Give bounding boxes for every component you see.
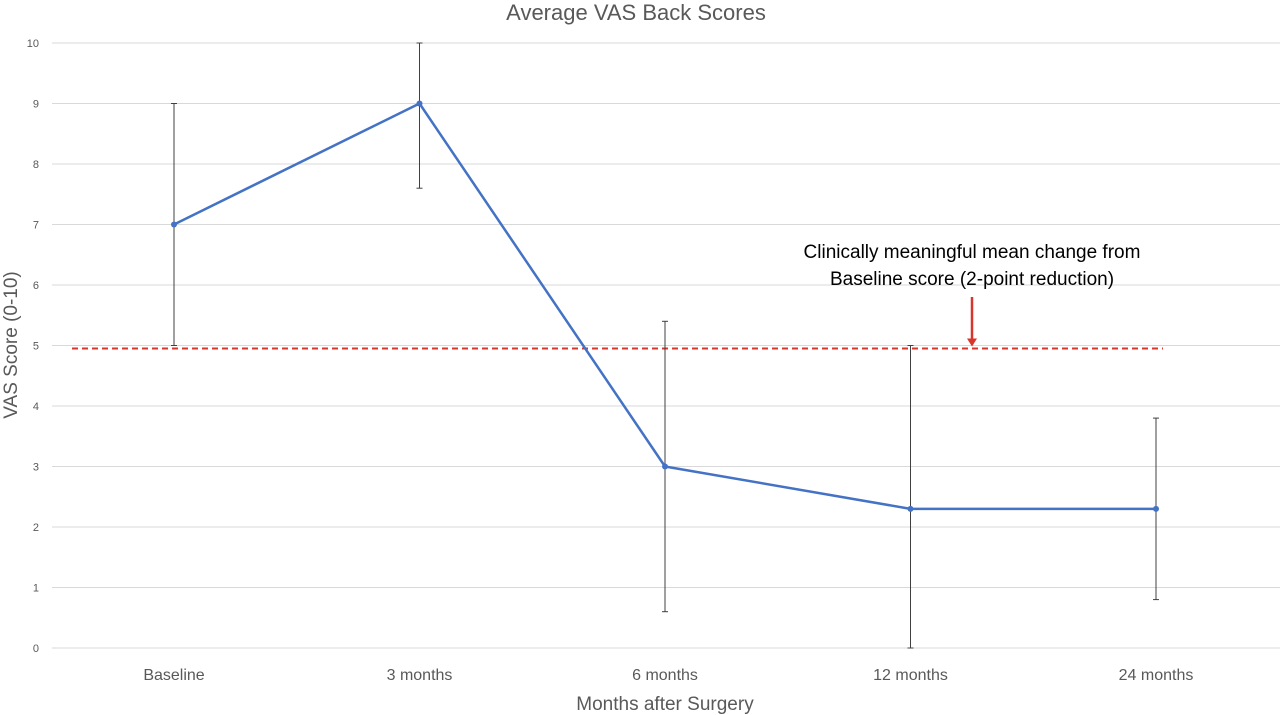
gridlines: [52, 42, 1280, 649]
x-tick-labels: Baseline 3 months 6 months 12 months 24 mont…: [143, 667, 1193, 684]
y-tick-labels: 0 1 2 3 4 5 6 7 8 9 10: [27, 38, 39, 655]
y-tick-label: 8: [33, 159, 39, 171]
y-tick-label: 10: [27, 38, 39, 50]
y-tick-label: 3: [33, 462, 39, 474]
y-axis-label: VAS Score (0-10): [1, 271, 22, 418]
x-tick-label: Baseline: [143, 667, 204, 684]
y-tick-label: 6: [33, 280, 39, 292]
annotation-group: Clinically meaningful mean change from B…: [804, 242, 1141, 347]
x-tick-label: 12 months: [873, 667, 948, 684]
data-point: [1153, 505, 1159, 512]
y-tick-label: 7: [33, 220, 39, 232]
error-bar: [416, 42, 423, 189]
data-point: [171, 221, 177, 228]
y-tick-label: 9: [33, 99, 39, 111]
y-tick-label: 0: [33, 643, 39, 655]
data-point: [416, 100, 423, 107]
data-point: [662, 463, 668, 470]
x-axis-label: Months after Surgery: [576, 694, 754, 715]
annotation-line-2: Baseline score (2-point reduction): [830, 269, 1114, 290]
y-tick-label: 2: [33, 522, 39, 534]
x-tick-label: 6 months: [632, 667, 698, 684]
data-point: [907, 505, 914, 512]
y-tick-label: 4: [33, 401, 39, 413]
annotation-arrow: [967, 297, 977, 347]
series-group: [171, 100, 1159, 512]
x-tick-label: 24 months: [1119, 667, 1194, 684]
chart-title: Average VAS Back Scores: [506, 0, 766, 25]
error-bar: [907, 345, 914, 649]
x-tick-label: 3 months: [387, 667, 453, 684]
y-tick-label: 1: [33, 583, 39, 595]
annotation-line-1: Clinically meaningful mean change from: [804, 242, 1141, 263]
y-tick-label: 5: [33, 341, 39, 353]
